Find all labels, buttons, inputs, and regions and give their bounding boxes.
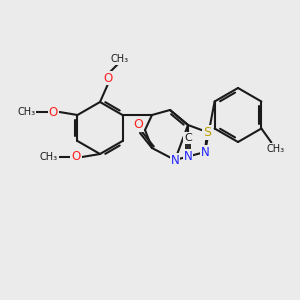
- Text: CH₃: CH₃: [266, 143, 284, 154]
- Text: CH₃: CH₃: [111, 54, 129, 64]
- Text: O: O: [103, 71, 112, 85]
- Text: N: N: [184, 149, 192, 163]
- Text: O: O: [103, 71, 112, 85]
- Text: O: O: [71, 151, 81, 164]
- Text: C: C: [184, 133, 192, 143]
- Text: N: N: [171, 154, 179, 166]
- Text: CH₃: CH₃: [40, 152, 58, 162]
- Text: S: S: [203, 125, 211, 139]
- Text: C: C: [184, 133, 192, 143]
- Text: N: N: [201, 146, 209, 158]
- Text: O: O: [133, 118, 143, 130]
- Text: O: O: [49, 106, 58, 118]
- Text: CH₃: CH₃: [40, 152, 58, 162]
- Text: N: N: [184, 149, 192, 163]
- Text: N: N: [171, 154, 179, 166]
- Text: CH₃: CH₃: [111, 54, 129, 64]
- Text: O: O: [133, 118, 143, 130]
- Text: CH₃: CH₃: [17, 107, 35, 117]
- Text: CH₃: CH₃: [17, 107, 35, 117]
- Text: N: N: [201, 146, 209, 158]
- Text: O: O: [71, 151, 81, 164]
- Text: CH₃: CH₃: [266, 143, 284, 154]
- Text: O: O: [49, 106, 58, 118]
- Text: S: S: [203, 125, 211, 139]
